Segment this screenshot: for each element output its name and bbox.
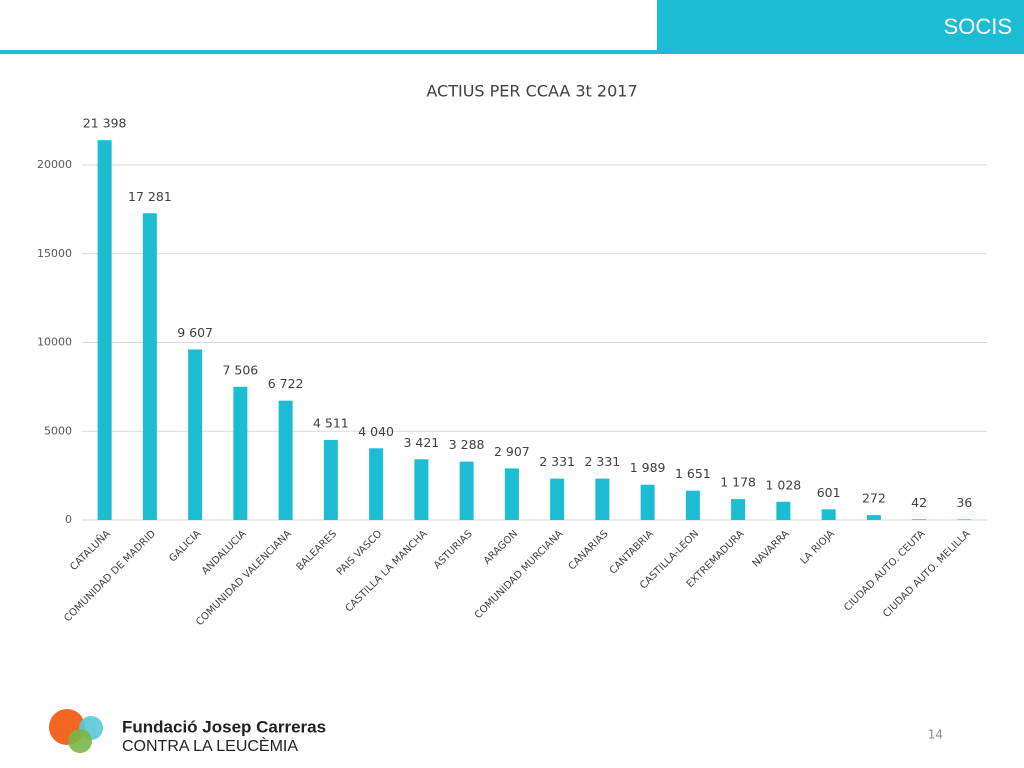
bar	[278, 400, 293, 520]
value-label: 2 907	[494, 444, 530, 459]
bar	[97, 140, 112, 521]
bar	[550, 478, 565, 520]
x-tick-label: CIUDAD AUTO. CEUTA	[842, 528, 927, 613]
x-tick-label: CANARIAS	[567, 528, 611, 572]
value-label: 1 178	[720, 475, 756, 490]
value-label: 7 506	[222, 362, 258, 377]
footer-tagline: CONTRA LA LEUCÈMIA	[122, 736, 298, 755]
y-tick-label: 10000	[37, 336, 72, 349]
bar	[685, 490, 700, 520]
y-tick-label: 15000	[37, 247, 72, 260]
value-label: 9 607	[177, 325, 213, 340]
x-tick-label: ASTURIAS	[432, 528, 475, 571]
bar	[731, 499, 746, 520]
bar	[866, 515, 881, 520]
value-label: 1 028	[765, 477, 801, 492]
x-tick-label: COMUNIDAD DE MADRID	[62, 528, 158, 624]
value-label: 17 281	[128, 189, 172, 204]
value-label: 601	[817, 485, 841, 500]
y-tick-label: 20000	[37, 158, 72, 171]
bar	[414, 459, 429, 520]
value-label: 272	[862, 491, 886, 506]
page-number: 14	[928, 728, 943, 742]
value-label: 2 331	[584, 454, 620, 469]
bar	[504, 468, 519, 520]
value-label: 36	[956, 495, 972, 510]
x-tick-label: COMUNIDAD MURCIANA	[473, 528, 566, 621]
x-tick-label: GALICIA	[167, 528, 203, 564]
bar	[957, 519, 972, 520]
value-label: 3 421	[403, 435, 439, 450]
x-tick-label: LA RIOJA	[799, 528, 837, 566]
x-tick-label: CATALUÑA	[67, 527, 113, 573]
x-tick-label: ANDALUCIA	[200, 528, 249, 577]
plot: 0 5000 10000 15000 20000 21 398 CATALUÑA 17 281…	[37, 116, 987, 628]
x-tick-label: CANTABRIA	[608, 528, 656, 576]
bar	[323, 439, 338, 520]
x-tick-label: CASTILLA LA MANCHA	[344, 528, 430, 614]
x-tick-label: ARAGON	[482, 528, 520, 566]
bar	[233, 386, 248, 520]
bar	[776, 501, 791, 520]
x-tick-label: PAIS VASCO	[335, 528, 385, 578]
logo-circle	[68, 729, 92, 753]
bar	[595, 478, 610, 520]
bar	[188, 349, 203, 520]
bar	[640, 484, 655, 520]
x-tick-label: BALEARES	[295, 528, 340, 573]
footer-org: Fundació Josep Carreras	[122, 717, 326, 736]
value-label: 6 722	[268, 376, 304, 391]
x-tick-label: NAVARRA	[751, 528, 792, 569]
x-tick-label: COMUNIDAD VALENCIANA	[194, 528, 294, 628]
y-tick-label: 0	[65, 513, 72, 526]
x-tick-label: CIUDAD AUTO. MELILLA	[881, 528, 973, 620]
value-label: 2 331	[539, 454, 575, 469]
bar	[142, 213, 157, 520]
bar	[912, 519, 927, 520]
header-title: SOCIS	[944, 14, 1012, 39]
value-label: 21 398	[83, 116, 127, 131]
bar	[369, 448, 384, 520]
bar	[459, 461, 474, 520]
value-label: 4 040	[358, 424, 394, 439]
value-label: 3 288	[449, 437, 485, 452]
value-label: 42	[911, 495, 927, 510]
value-label: 1 989	[630, 460, 666, 475]
value-label: 1 651	[675, 466, 711, 481]
header-block	[657, 0, 1024, 54]
chart-title: ACTIUS PER CCAA 3t 2017	[426, 82, 637, 101]
header-rule	[0, 50, 1024, 54]
bar	[821, 509, 836, 520]
value-label: 4 511	[313, 415, 349, 430]
y-tick-label: 5000	[44, 424, 72, 437]
